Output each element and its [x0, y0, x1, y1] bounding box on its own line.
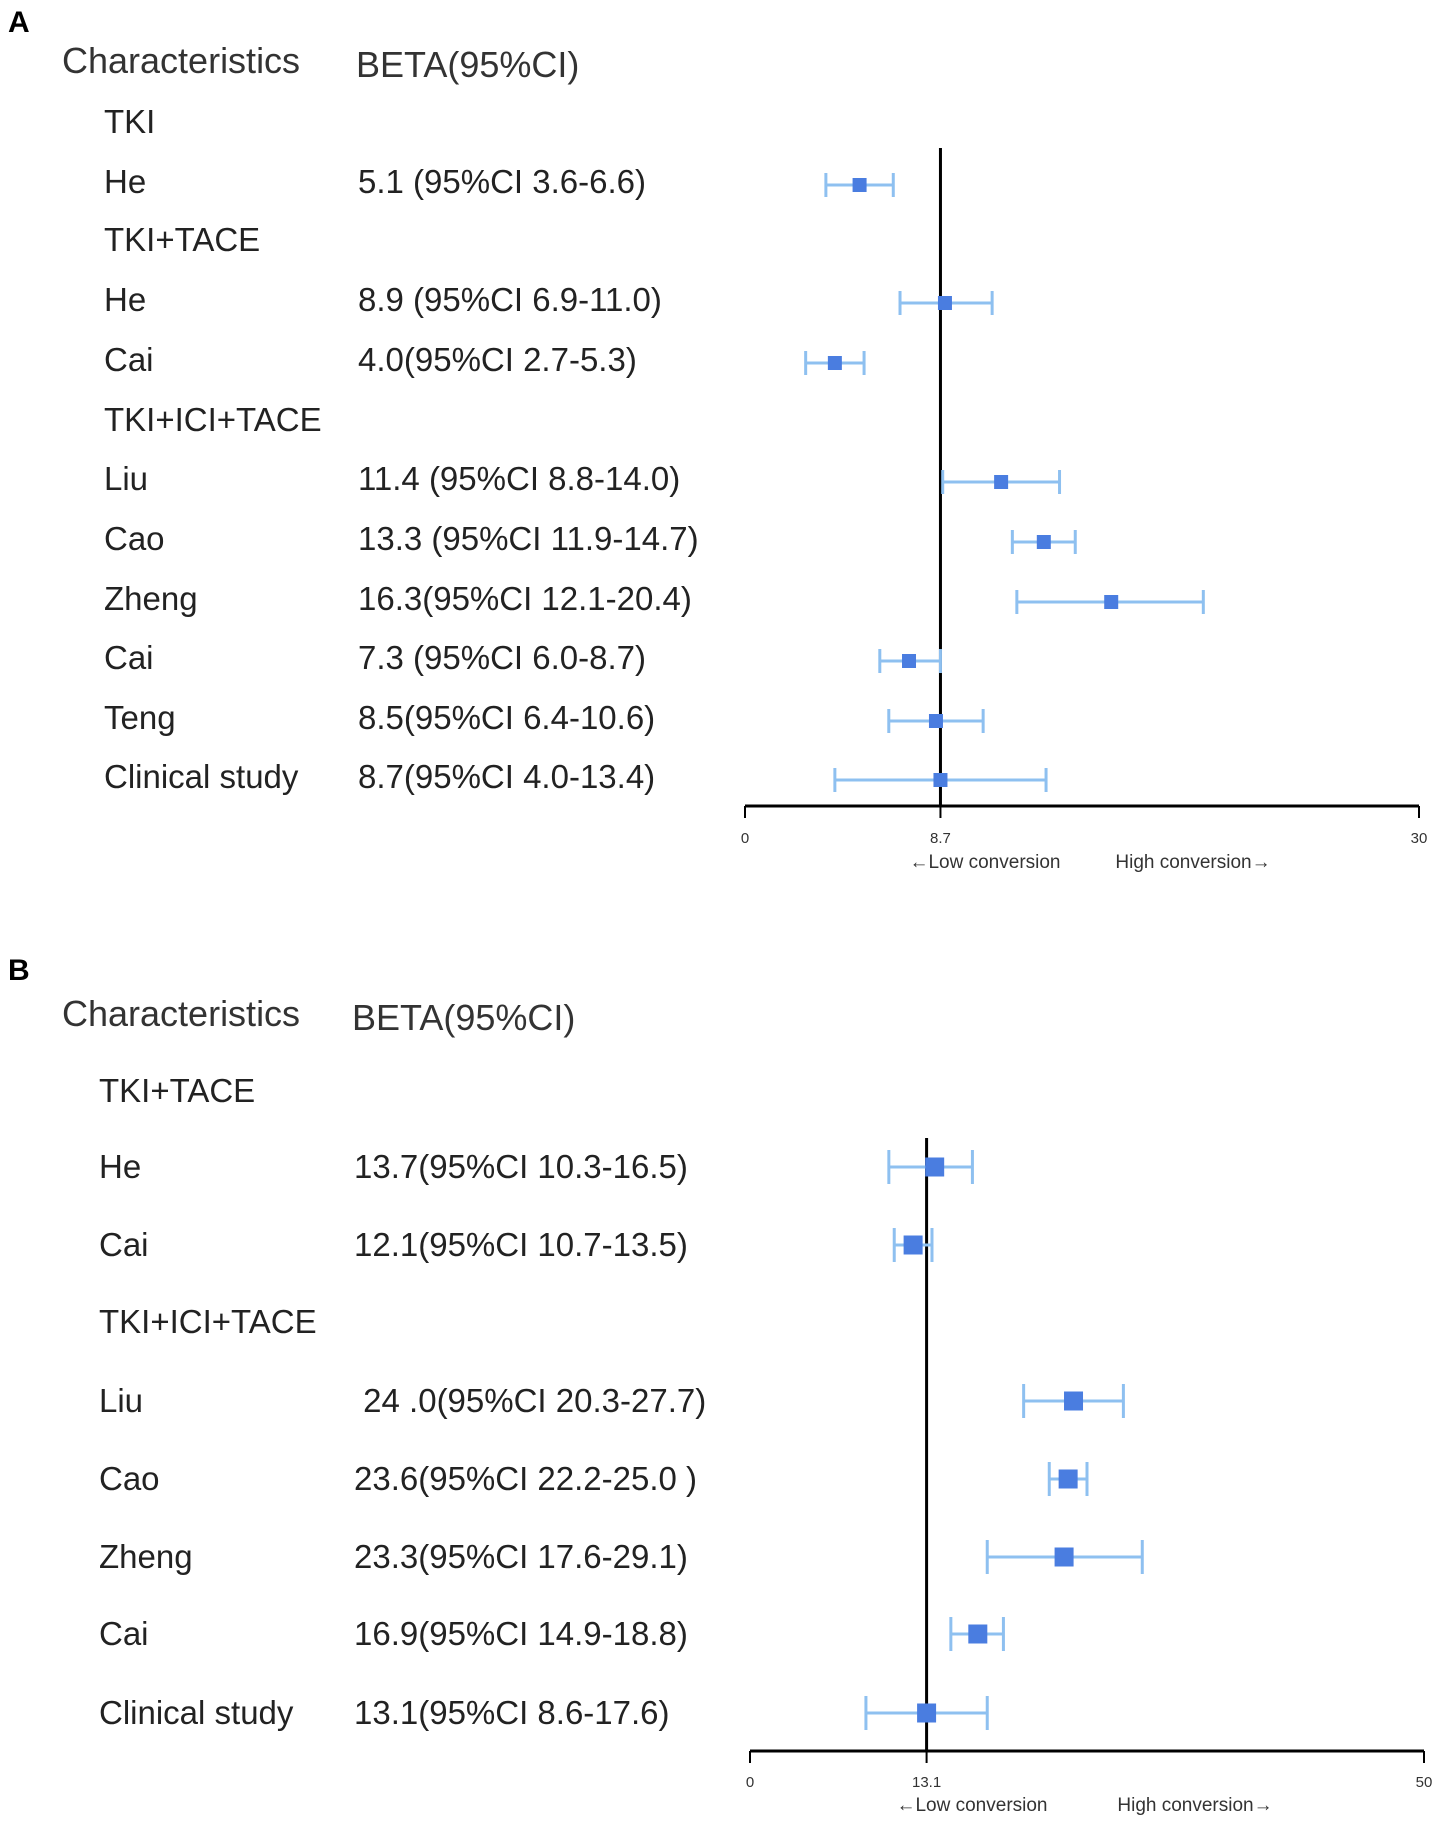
point-estimate-marker: [933, 773, 948, 787]
low-conversion-label: ←Low conversion: [909, 852, 1060, 873]
panel-letter-b: B: [8, 954, 30, 987]
point-estimate-marker: [903, 1235, 923, 1255]
beta-ci-text: 24 .0(95%CI 20.3-27.7): [354, 1382, 707, 1419]
group-label: TKI: [104, 103, 156, 140]
x-tick-label: 13.1: [912, 1774, 941, 1791]
study-label: Liu: [104, 460, 149, 497]
high-conversion-label: High conversion→: [1117, 1795, 1272, 1816]
forest-plot-panel-a: A Characteristics BETA(95%CI) TKI He 5.1 (…: [0, 0, 1446, 900]
beta-ci-text: 7.3 (95%CI 6.0-8.7): [358, 639, 646, 676]
header-characteristics: Characteristics: [62, 40, 301, 81]
study-label: Cai: [99, 1615, 149, 1652]
point-estimate-marker: [1054, 1547, 1074, 1567]
study-label: Cai: [104, 341, 154, 378]
point-estimate-marker: [925, 1157, 945, 1177]
panel-letter-a: A: [8, 6, 30, 39]
study-label: He: [99, 1148, 142, 1185]
point-estimate-marker: [937, 296, 952, 310]
point-estimate-marker: [994, 475, 1009, 489]
point-estimate-marker: [1036, 535, 1051, 549]
x-tick-label: 50: [1416, 1774, 1433, 1791]
point-estimate-marker: [968, 1624, 988, 1644]
header-characteristics: Characteristics: [62, 993, 301, 1034]
beta-ci-text: 8.7(95%CI 4.0-13.4): [358, 758, 656, 795]
beta-ci-text: 12.1(95%CI 10.7-13.5): [354, 1226, 688, 1263]
forest-plot-a: 0 8.7 30 ←Low conversion High conversion→: [741, 148, 1428, 873]
low-conversion-label: ←Low conversion: [896, 1795, 1047, 1816]
point-estimate-marker: [1058, 1469, 1078, 1489]
beta-ci-text: 8.9 (95%CI 6.9-11.0): [358, 281, 662, 318]
beta-ci-text: 13.1(95%CI 8.6-17.6): [354, 1694, 670, 1731]
group-label: TKI+TACE: [104, 221, 261, 258]
group-label: TKI+ICI+TACE: [104, 401, 322, 438]
point-estimate-marker: [902, 654, 917, 668]
point-estimate-marker: [928, 714, 943, 728]
group-label: TKI+TACE: [99, 1072, 256, 1109]
beta-ci-text: 11.4 (95%CI 8.8-14.0): [358, 460, 681, 497]
study-label: Liu: [99, 1382, 144, 1419]
study-label: Cai: [99, 1226, 149, 1263]
study-label: Cao: [104, 520, 165, 557]
x-tick-label: 30: [1411, 830, 1428, 847]
study-label: Cai: [104, 639, 154, 676]
study-label: He: [104, 163, 147, 200]
point-estimate-marker: [917, 1703, 937, 1723]
beta-ci-text: 16.3(95%CI 12.1-20.4): [358, 580, 692, 617]
study-label: Clinical study: [104, 758, 299, 795]
study-label: Zheng: [99, 1538, 193, 1575]
beta-ci-text: 4.0(95%CI 2.7-5.3): [358, 341, 637, 378]
beta-ci-text: 5.1 (95%CI 3.6-6.6): [358, 163, 646, 200]
beta-ci-text: 23.3(95%CI 17.6-29.1): [354, 1538, 688, 1575]
group-label: TKI+ICI+TACE: [99, 1303, 317, 1340]
study-label: Cao: [99, 1460, 160, 1497]
beta-ci-text: 23.6(95%CI 22.2-25.0 ): [354, 1460, 698, 1497]
study-label: Clinical study: [99, 1694, 294, 1731]
point-estimate-marker: [827, 356, 842, 370]
study-label: Zheng: [104, 580, 198, 617]
x-tick-label: 0: [746, 1774, 754, 1791]
header-beta: BETA(95%CI): [352, 997, 576, 1038]
point-estimate-marker: [852, 178, 867, 192]
forest-plot-b: 0 13.1 50 ←Low conversion High conversion→: [746, 1138, 1433, 1816]
study-label: He: [104, 281, 147, 318]
study-label: Teng: [104, 699, 176, 736]
beta-ci-text: 13.7(95%CI 10.3-16.5): [354, 1148, 688, 1185]
header-beta: BETA(95%CI): [356, 44, 580, 85]
high-conversion-label: High conversion→: [1115, 852, 1270, 873]
point-estimate-marker: [1104, 595, 1119, 609]
x-tick-label: 8.7: [930, 830, 951, 847]
beta-ci-text: 16.9(95%CI 14.9-18.8): [354, 1615, 688, 1652]
x-tick-label: 0: [741, 830, 749, 847]
beta-ci-text: 13.3 (95%CI 11.9-14.7): [358, 520, 699, 557]
point-estimate-marker: [1064, 1391, 1084, 1411]
beta-ci-text: 8.5(95%CI 6.4-10.6): [358, 699, 656, 736]
